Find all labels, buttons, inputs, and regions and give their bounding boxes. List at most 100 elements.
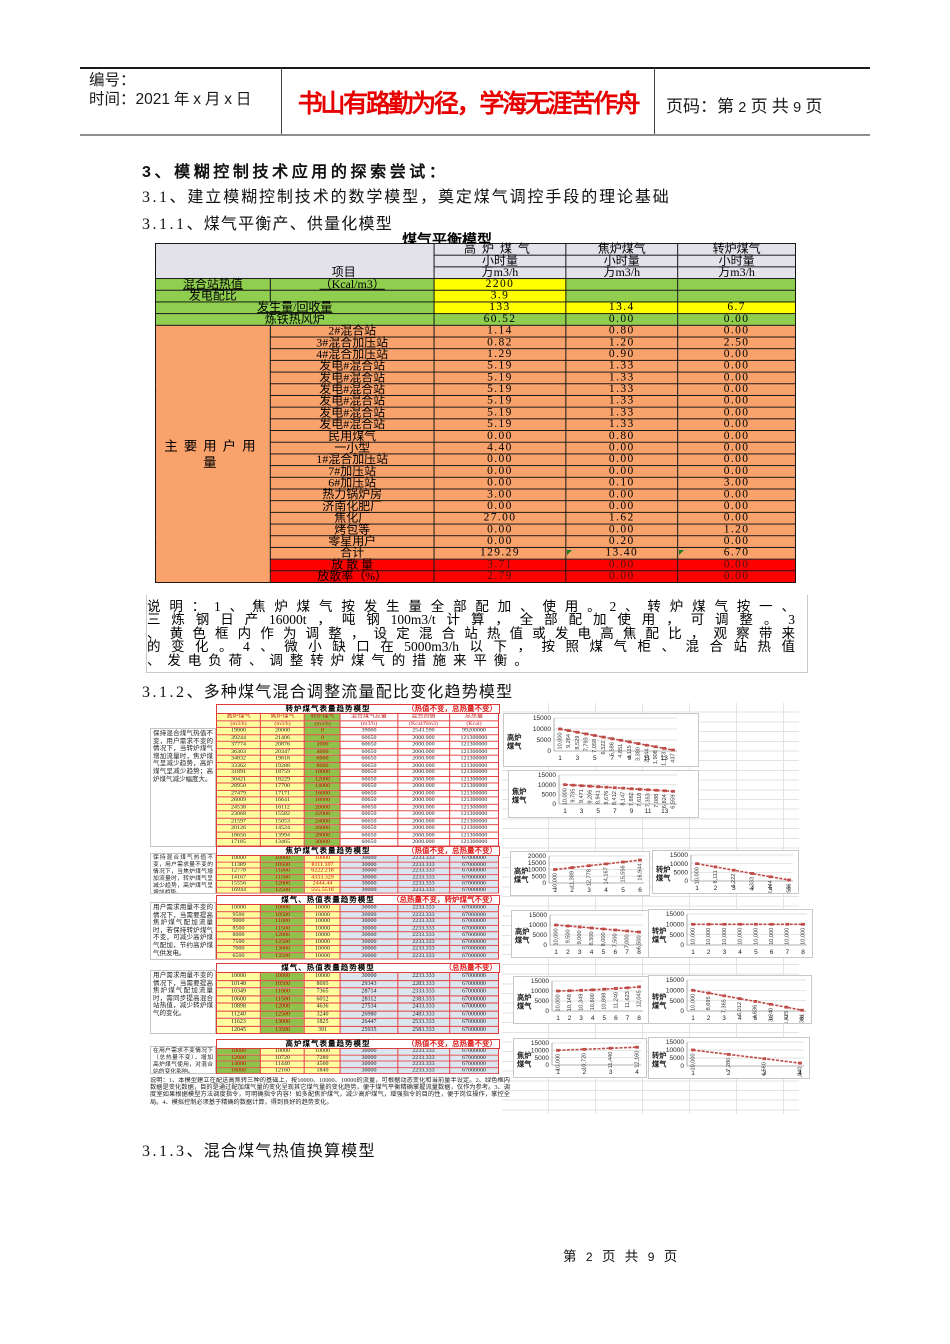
- svg-text:8: 8: [800, 1015, 804, 1022]
- svg-text:11,440: 11,440: [608, 1052, 614, 1069]
- svg-text:煤气: 煤气: [652, 1060, 667, 1069]
- svg-text:15000: 15000: [531, 1040, 549, 1047]
- svg-text:3: 3: [723, 949, 727, 956]
- svg-text:1,840: 1,840: [797, 1067, 803, 1080]
- svg-text:5000: 5000: [532, 873, 547, 880]
- svg-text:10000: 10000: [666, 988, 684, 995]
- svg-text:6,824: 6,824: [662, 794, 668, 808]
- svg-text:7,058: 7,058: [592, 739, 598, 753]
- svg-text:4: 4: [738, 949, 742, 956]
- svg-text:10,000: 10,000: [552, 873, 558, 890]
- svg-text:2: 2: [727, 1070, 731, 1077]
- svg-text:7: 7: [626, 1015, 630, 1022]
- svg-text:1: 1: [691, 1015, 695, 1022]
- svg-text:8,676: 8,676: [604, 791, 610, 805]
- svg-text:10000: 10000: [670, 861, 688, 868]
- svg-text:9,264: 9,264: [566, 734, 572, 748]
- svg-text:10,000: 10,000: [553, 928, 559, 945]
- svg-text:0: 0: [545, 1062, 549, 1069]
- svg-text:12,778: 12,778: [586, 869, 592, 886]
- svg-text:4: 4: [604, 887, 608, 894]
- svg-text:6,012: 6,012: [737, 1002, 743, 1016]
- svg-text:7,088: 7,088: [654, 794, 660, 808]
- svg-text:11,389: 11,389: [569, 871, 575, 888]
- svg-text:7,365: 7,365: [722, 999, 728, 1013]
- svg-text:8: 8: [637, 1015, 641, 1022]
- svg-text:10,600: 10,600: [590, 993, 596, 1010]
- svg-text:5000: 5000: [670, 998, 685, 1005]
- svg-text:焦炉: 焦炉: [516, 1051, 531, 1060]
- svg-text:高炉: 高炉: [514, 867, 528, 876]
- svg-text:10,000: 10,000: [690, 928, 696, 945]
- svg-text:10000: 10000: [666, 922, 684, 929]
- svg-text:4,115: 4,115: [627, 745, 633, 759]
- svg-text:1: 1: [691, 1070, 695, 1077]
- svg-text:10000: 10000: [531, 1048, 549, 1055]
- svg-text:10,000: 10,000: [690, 1053, 696, 1070]
- svg-text:5,586: 5,586: [610, 742, 616, 756]
- svg-text:8,412: 8,412: [612, 791, 618, 805]
- svg-text:9,500: 9,500: [565, 929, 571, 943]
- svg-text:5000: 5000: [542, 792, 557, 799]
- svg-text:15000: 15000: [531, 978, 549, 985]
- svg-text:7: 7: [625, 949, 629, 956]
- svg-text:4: 4: [591, 1015, 595, 1022]
- svg-text:转炉: 转炉: [656, 865, 670, 874]
- svg-text:高炉: 高炉: [507, 733, 521, 742]
- svg-text:11,240: 11,240: [613, 992, 619, 1009]
- svg-text:2,644: 2,644: [644, 749, 650, 763]
- svg-text:8,000: 8,000: [601, 932, 607, 946]
- svg-text:煤气: 煤气: [507, 742, 522, 751]
- svg-text:4: 4: [750, 885, 754, 892]
- svg-text:煤气: 煤气: [517, 1002, 532, 1011]
- svg-text:16,944: 16,944: [637, 864, 643, 881]
- svg-text:8,147: 8,147: [621, 792, 627, 806]
- svg-text:0: 0: [547, 748, 551, 755]
- svg-text:10,000: 10,000: [785, 928, 791, 945]
- svg-text:7,353: 7,353: [646, 793, 652, 807]
- svg-text:1: 1: [556, 1069, 560, 1076]
- svg-text:4: 4: [798, 1070, 802, 1077]
- svg-text:1: 1: [691, 949, 695, 956]
- svg-text:5: 5: [753, 1015, 757, 1022]
- svg-text:10,000: 10,000: [706, 928, 712, 945]
- svg-text:13: 13: [661, 755, 669, 762]
- svg-text:10000: 10000: [531, 988, 549, 995]
- svg-text:10000: 10000: [666, 1047, 684, 1054]
- svg-text:高炉: 高炉: [517, 993, 531, 1002]
- svg-text:7: 7: [785, 1015, 789, 1022]
- svg-text:5000: 5000: [535, 1055, 550, 1062]
- svg-text:15000: 15000: [538, 772, 556, 779]
- svg-text:10000: 10000: [528, 867, 546, 874]
- svg-text:5000: 5000: [670, 1055, 685, 1062]
- svg-text:9,206: 9,206: [587, 790, 593, 804]
- svg-text:6,322: 6,322: [601, 741, 607, 755]
- svg-text:5: 5: [602, 1015, 606, 1022]
- svg-text:9: 9: [628, 755, 632, 762]
- svg-text:10,720: 10,720: [582, 1053, 588, 1070]
- svg-text:13: 13: [661, 808, 669, 815]
- svg-text:7: 7: [785, 949, 789, 956]
- svg-text:10,000: 10,000: [753, 928, 759, 945]
- svg-text:3: 3: [580, 808, 584, 815]
- svg-text:3: 3: [732, 885, 736, 892]
- svg-text:11,623: 11,623: [625, 991, 631, 1008]
- svg-text:转炉: 转炉: [652, 1051, 666, 1060]
- svg-text:10,148: 10,148: [567, 994, 573, 1011]
- svg-text:3: 3: [576, 755, 580, 762]
- svg-text:3: 3: [609, 1069, 613, 1076]
- svg-text:11: 11: [645, 808, 652, 815]
- svg-text:0: 0: [545, 1008, 549, 1015]
- svg-text:8,695: 8,695: [706, 996, 712, 1010]
- svg-text:0: 0: [680, 1063, 684, 1070]
- svg-text:7: 7: [610, 755, 614, 762]
- svg-text:0: 0: [680, 1008, 684, 1015]
- svg-text:3: 3: [578, 949, 582, 956]
- svg-text:15000: 15000: [666, 1039, 684, 1046]
- svg-text:8: 8: [637, 949, 641, 956]
- svg-text:8,529: 8,529: [575, 736, 581, 750]
- svg-text:7,280: 7,280: [726, 1058, 732, 1072]
- svg-text:7,000: 7,000: [625, 934, 631, 948]
- svg-text:15000: 15000: [533, 715, 551, 722]
- svg-text:1: 1: [563, 808, 567, 815]
